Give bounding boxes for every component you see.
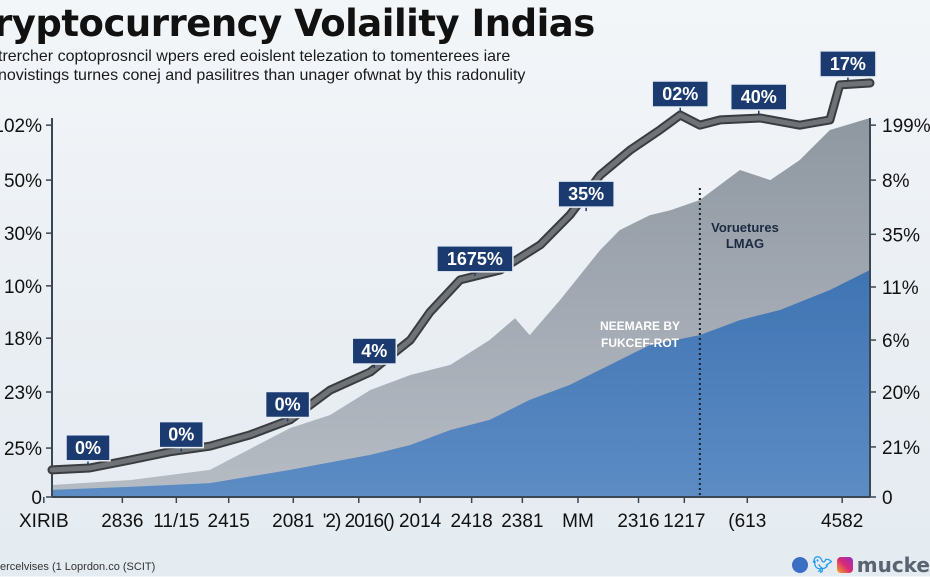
y-tick-label-left: 10% — [4, 277, 42, 298]
callout-box — [819, 50, 877, 78]
twitter-icon[interactable]: 🐦︎ — [812, 557, 833, 574]
y-tick-label-right: 6% — [882, 331, 910, 352]
y-tick-label-right: 21% — [882, 438, 920, 459]
y-tick-label-right: 199% — [882, 116, 930, 137]
x-tick-label: 2316 — [617, 511, 659, 532]
source-note: ercelvises (1 Loprdon.co (SCIT) — [0, 561, 156, 573]
x-tick-label: 4582 — [821, 511, 863, 532]
annotation-dark-line2: LMAG — [726, 236, 764, 251]
x-tick-label: MM — [562, 511, 594, 532]
y-tick-label-left: 30% — [4, 224, 42, 245]
y-tick-label-left: 50% — [4, 171, 42, 192]
y-tick-label-right: 8% — [882, 171, 910, 192]
y-tick-label-left: 0 — [31, 488, 42, 509]
x-tick-label: '2) 2016() — [323, 511, 395, 532]
brand-name: mucke — [856, 553, 930, 577]
x-tick-label: 2418 — [450, 511, 492, 532]
x-tick-label: XIRIB — [19, 511, 69, 532]
callout-box — [264, 390, 311, 419]
x-tick-label: 2014 — [399, 511, 442, 532]
y-tick-label-right: 0 — [882, 488, 893, 509]
annotation-light-line1: NEEMARE BY — [600, 319, 680, 333]
blue-area-series — [52, 270, 870, 497]
callout-box — [651, 80, 709, 108]
x-tick-label: 11/15 — [153, 511, 199, 532]
y-tick-label-left: 23% — [4, 383, 42, 404]
y-tick-label-left: 25% — [4, 439, 42, 460]
x-tick-label: (613 — [728, 511, 766, 532]
callout-label: 0% — [75, 438, 101, 458]
callout-box — [436, 245, 514, 273]
x-tick-label: 2081 — [272, 511, 314, 532]
callout-box — [65, 434, 111, 462]
globe-icon[interactable] — [792, 557, 809, 573]
y-tick-label-left: 102% — [0, 116, 42, 137]
chart-title: ryptocurrency Volaility Indias — [0, 2, 595, 45]
x-tick-label: 2836 — [101, 511, 143, 532]
callout-box — [730, 83, 788, 111]
callout-label: 4% — [361, 341, 387, 361]
callout-label: 1675% — [447, 249, 503, 269]
callout-box — [158, 420, 204, 449]
callout-label: 17% — [830, 54, 866, 74]
annotation-light-line2: FUKCEF-ROT — [601, 336, 680, 350]
y-tick-label-right: 35% — [882, 225, 920, 246]
callout-box — [351, 337, 398, 365]
instagram-icon[interactable] — [836, 557, 853, 573]
x-tick-label: 2381 — [501, 511, 543, 532]
callout-label: 0% — [168, 425, 194, 445]
subtitle-line-1: trercher coptoprosncil wpers ered eoisle… — [0, 48, 511, 65]
x-tick-label: 2415 — [208, 511, 250, 532]
callout-label: 0% — [275, 394, 301, 414]
y-tick-label-right: 20% — [882, 383, 920, 404]
callout-label: 35% — [568, 184, 604, 204]
volatility-line — [49, 80, 873, 473]
y-tick-label-left: 18% — [4, 329, 42, 350]
callout-label: 40% — [741, 87, 777, 107]
callout-box — [557, 180, 615, 208]
y-tick-label-right: 11% — [882, 278, 919, 299]
x-tick-label: 1217 — [663, 511, 705, 532]
annotation-dark-line1: Voruetures — [711, 220, 779, 235]
social-bar: 🐦︎ mucke — [792, 553, 930, 577]
callout-label: 02% — [662, 84, 698, 104]
subtitle-line-2: novistings turnes conej and pasilitres t… — [0, 67, 526, 84]
